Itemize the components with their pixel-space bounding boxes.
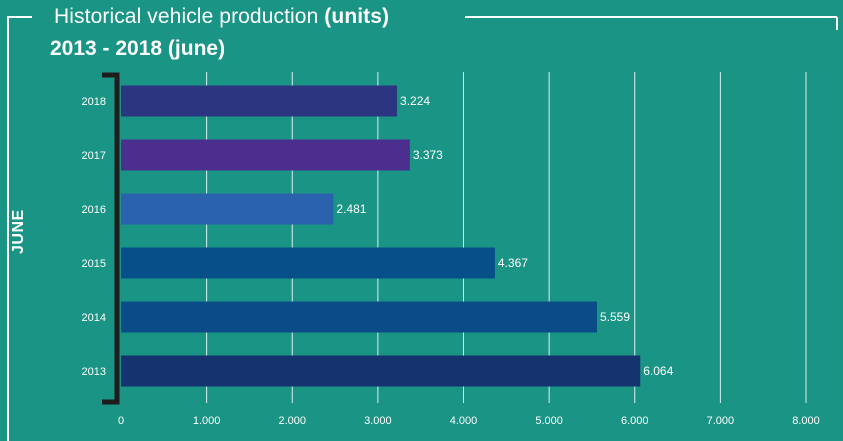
value-label-2017: 3.373 [413,148,443,162]
x-axis-ticks: 0 1.000 2.000 3.000 4.000 5.000 6.000 7.000 8.00… [118,415,820,427]
chart-title: Historical vehicle production (units) [54,5,389,29]
bar-2018 [121,85,398,117]
chart-subtitle: 2013 - 2018 (june) [50,37,226,60]
x-tick-label: 4.000 [450,415,478,427]
chart-title-units: (units) [324,5,390,28]
bar-2015 [121,247,495,279]
x-tick-label: 6.000 [621,415,649,427]
x-tick-label: 5.000 [535,415,563,427]
y-tick-label-2013: 2013 [82,366,106,378]
june-bracket [102,72,120,405]
value-label-2014: 5.559 [600,310,630,324]
y-tick-label-2015: 2015 [82,258,106,270]
value-label-2018: 3.224 [400,94,430,108]
bars [121,85,641,387]
x-tick-label: 1.000 [193,415,221,427]
y-tick-label-2016: 2016 [82,204,106,216]
value-label-2016: 2.481 [336,202,366,216]
x-tick-label: 2.000 [278,415,306,427]
frame-left-border [7,16,32,441]
value-label-2015: 4.367 [498,256,528,270]
bar-2016 [121,193,334,225]
x-tick-label: 3.000 [364,415,392,427]
bar-2014 [121,301,597,333]
bar-2013 [121,355,641,387]
value-label-2013: 6.064 [643,364,673,378]
y-tick-label-2018: 2018 [82,96,106,108]
bar-2017 [121,139,410,171]
y-tick-label-2014: 2014 [82,312,106,324]
chart-title-text: Historical vehicle production [54,5,325,28]
y-axis-ticks: 2018 2017 2016 2015 2014 2013 [82,96,106,378]
y-tick-label-2017: 2017 [82,150,106,162]
x-tick-label: 7.000 [707,415,735,427]
value-labels: 3.224 3.373 2.481 4.367 5.559 6.064 [336,94,673,378]
x-tick-label: 0 [118,415,124,427]
grid-lines [206,72,807,403]
x-tick-label: 8.000 [792,415,820,427]
